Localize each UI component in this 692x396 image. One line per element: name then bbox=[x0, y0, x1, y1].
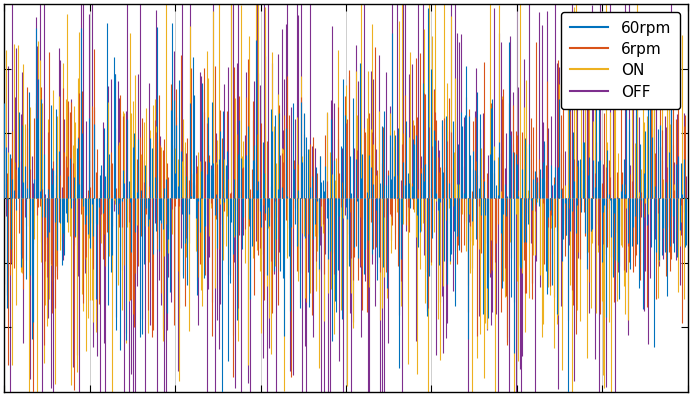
Legend: 60rpm, 6rpm, ON, OFF: 60rpm, 6rpm, ON, OFF bbox=[561, 12, 680, 109]
